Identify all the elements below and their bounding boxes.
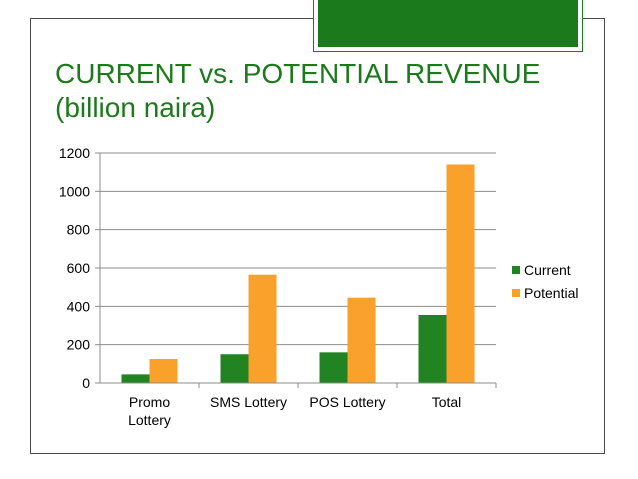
bar-potential-0 — [149, 359, 178, 383]
y-tick-label: 800 — [67, 222, 91, 238]
legend-swatch-current — [512, 266, 520, 274]
axes: 0 200 400 600 800 1000 1200 Promo Lottery SMS Lot… — [59, 145, 497, 428]
bar-current-2 — [319, 352, 348, 383]
gridlines — [100, 152, 496, 346]
bar-potential-2 — [347, 297, 376, 383]
legend-label-potential: Potential — [524, 285, 578, 301]
title-line-1: CURRENT vs. POTENTIAL REVENUE — [55, 58, 541, 89]
y-tick-label: 600 — [67, 260, 91, 276]
x-tick-label: Lottery — [128, 412, 171, 428]
title-line-2: (billion naira) — [55, 92, 216, 123]
x-tick-label: POS Lottery — [309, 394, 385, 410]
bars — [121, 164, 475, 383]
bar-current-0 — [121, 374, 150, 383]
bar-current-1 — [220, 354, 249, 383]
legend-label-current: Current — [524, 262, 571, 278]
bar-potential-3 — [446, 164, 475, 383]
bar-current-3 — [418, 314, 447, 383]
title-accent-box — [314, 0, 582, 51]
slide-title: CURRENT vs. POTENTIAL REVENUE (billion n… — [55, 57, 540, 125]
legend-swatch-potential — [512, 289, 520, 297]
x-tick-label: SMS Lottery — [210, 394, 287, 410]
y-tick-label: 1200 — [59, 145, 90, 161]
y-tick-label: 400 — [67, 298, 91, 314]
bar-potential-1 — [248, 274, 277, 383]
legend: Current Potential — [512, 262, 578, 301]
y-tick-label: 1000 — [59, 183, 90, 199]
x-tick-label: Promo — [129, 394, 170, 410]
y-tick-label: 0 — [82, 375, 90, 391]
y-tick-label: 200 — [67, 337, 91, 353]
x-tick-label: Total — [432, 394, 462, 410]
